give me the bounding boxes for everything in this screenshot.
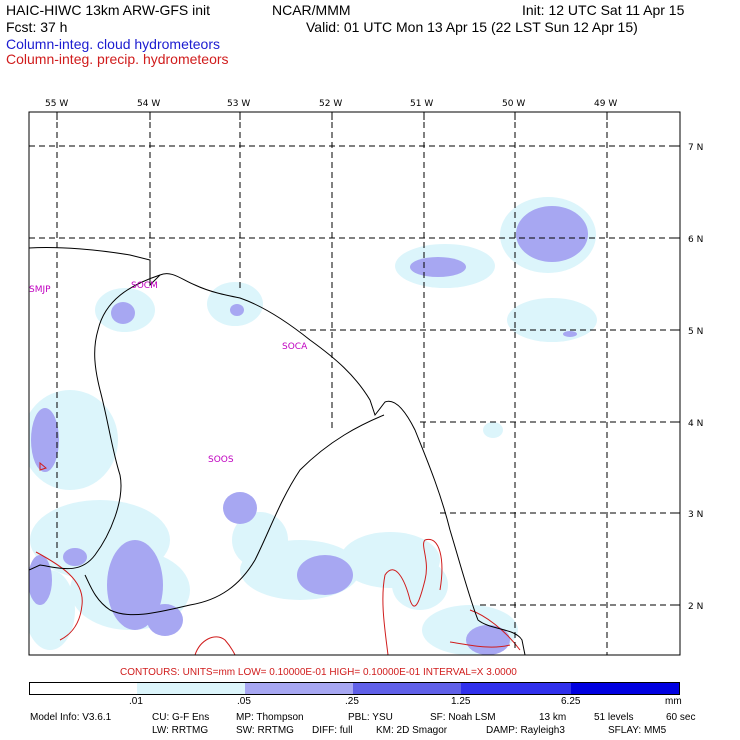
colorbar-segment-0 [29,682,139,695]
colorbar-tick: 6.25 [561,696,581,707]
model-info-cu: CU: G-F Ens [152,712,210,723]
lat-label: 5 N [688,327,703,337]
map-frame [28,111,681,656]
lon-label: 51 W [410,99,433,109]
model-info-version: Model Info: V3.6.1 [30,712,112,723]
model-info-levels: 51 levels [594,712,634,723]
model-info-timestep: 60 sec [666,712,696,723]
model-info-pbl: PBL: YSU [348,712,393,723]
valid-time: Valid: 01 UTC Mon 13 Apr 15 (22 LST Sun … [306,19,638,35]
colorbar-tick: .25 [345,696,359,707]
field-precip-label: Column-integ. precip. hydrometeors [6,51,229,67]
lat-label: 4 N [688,419,703,429]
lat-label: 6 N [688,235,703,245]
coastlines-borders [29,246,526,655]
colorbar-segment-3 [353,682,461,695]
model-info-resolution: 13 km [539,712,567,723]
colorbar-tick: 1.25 [451,696,471,707]
station-label: SMJP [29,285,51,295]
lat-label: 2 N [688,602,703,612]
colorbar-tick: .01 [129,696,143,707]
contours-info: CONTOURS: UNITS=mm LOW= 0.10000E-01 HIGH… [120,667,517,678]
colorbar-segment-2 [245,682,353,695]
lat-label: 3 N [688,510,703,520]
model-info-lw: LW: RRTMG [152,725,209,736]
model-info-sf: SF: Noah LSM [430,712,496,723]
model-info-mp: MP: Thompson [236,712,304,723]
lon-label: 52 W [319,99,342,109]
model-info-km: KM: 2D Smagor [376,725,448,736]
model-info-sflay: SFLAY: MM5 [608,725,667,736]
model-info-sw: SW: RRTMG [236,725,294,736]
forecast-hour: Fcst: 37 h [6,19,68,35]
colorbar-segment-4 [461,682,571,695]
lat-label: 7 N [688,143,703,153]
gridlines [29,112,680,655]
field-cloud-label: Column-integ. cloud hydrometeors [6,36,220,52]
model-info-diff: DIFF: full [312,725,353,736]
longitude-labels: 55 W 54 W 53 W 52 W 51 W 50 W 49 W [45,99,617,109]
station-labels: SMJP SOCM SOCA SOOS [29,281,308,465]
lon-label: 55 W [45,99,68,109]
model-info-damp: DAMP: Rayleigh3 [486,725,565,736]
station-label: SOCA [282,342,308,352]
init-time: Init: 12 UTC Sat 11 Apr 15 [522,2,685,18]
lon-label: 49 W [594,99,617,109]
lon-label: 50 W [502,99,525,109]
latitude-labels: 7 N 6 N 5 N 4 N 3 N 2 N [688,143,703,612]
station-label: SOCM [131,281,158,291]
station-label: SOOS [208,455,234,465]
lon-label: 54 W [137,99,160,109]
model-title: HAIC-HIWC 13km ARW-GFS init [6,2,211,18]
colorbar-segment-1 [137,682,245,695]
map-ticks [56,112,680,606]
precip-contours [35,461,521,655]
colorbar-tick: .05 [237,696,251,707]
colorbar-segment-5 [571,682,680,695]
colorbar-unit: mm [665,696,682,707]
organization: NCAR/MMM [272,2,351,18]
lon-label: 53 W [227,99,250,109]
